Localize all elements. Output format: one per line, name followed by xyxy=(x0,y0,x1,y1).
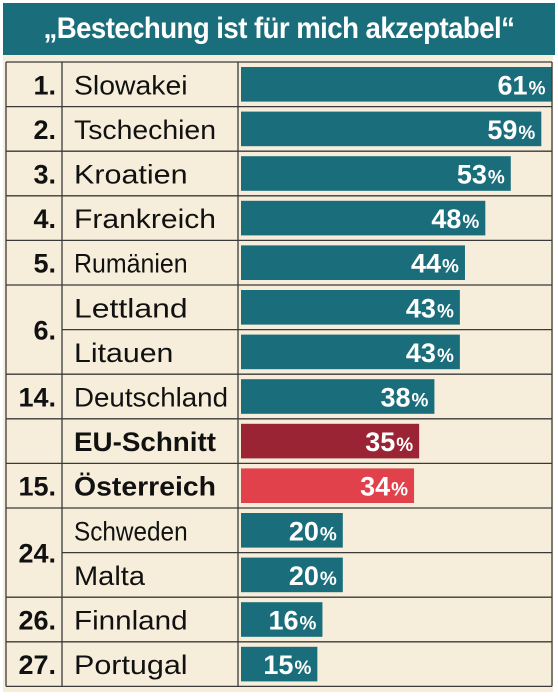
country-label: Finnland xyxy=(74,606,188,636)
bar-value-label: 44% xyxy=(411,249,459,279)
country-label: Tschechien xyxy=(74,115,216,145)
bar-value-label: 43% xyxy=(406,293,454,323)
bar-6 xyxy=(241,290,460,325)
country-label: Schweden xyxy=(74,516,188,546)
country-label: Litauen xyxy=(74,338,173,368)
bar-value-label: 34% xyxy=(360,472,408,502)
bar-value-label: 43% xyxy=(406,338,454,368)
rank-label: 5. xyxy=(33,249,56,279)
country-label: Portugal xyxy=(74,650,188,680)
rank-label: 1. xyxy=(33,70,56,100)
bar-10 xyxy=(241,468,415,503)
bar-value-label: 16% xyxy=(268,606,316,636)
country-label: Lettland xyxy=(74,293,188,323)
bar-9 xyxy=(241,423,420,459)
country-label: Österreich xyxy=(74,472,216,502)
chart-title-bar: „Bestechung ist für mich akzeptabel“ xyxy=(3,3,555,55)
rank-label: 27. xyxy=(18,650,56,680)
bar-value-label: 48% xyxy=(431,204,479,234)
bar-1 xyxy=(241,67,552,102)
bar-value-label: 20% xyxy=(289,561,337,591)
bar-value-label: 59% xyxy=(487,115,535,145)
bar-value-label: 38% xyxy=(380,383,428,413)
rank-label: 24. xyxy=(18,539,56,569)
bar-value-label: 35% xyxy=(365,427,413,457)
country-label: Slowakei xyxy=(74,70,188,100)
bar-13 xyxy=(241,602,323,637)
bar-2 xyxy=(241,111,542,147)
rank-label: 4. xyxy=(33,204,56,234)
bar-value-label: 20% xyxy=(289,516,337,546)
country-label: Rumänien xyxy=(74,249,188,279)
bar-8 xyxy=(241,379,435,414)
country-label: EU-Schnitt xyxy=(74,427,216,457)
country-label: Kroatien xyxy=(74,160,188,190)
chart-title: „Bestechung ist für mich akzeptabel“ xyxy=(43,12,515,45)
rank-label: 26. xyxy=(18,606,56,636)
bar-5 xyxy=(241,245,465,280)
bar-value-label: 53% xyxy=(457,160,505,190)
rank-label: 3. xyxy=(33,160,56,190)
rank-label: 15. xyxy=(18,472,56,502)
bar-7 xyxy=(241,334,460,370)
bar-12 xyxy=(241,557,343,593)
bar-14 xyxy=(241,646,318,682)
rank-label: 14. xyxy=(18,383,56,413)
rank-label: 2. xyxy=(33,115,56,145)
country-label: Malta xyxy=(74,561,146,591)
bar-3 xyxy=(241,156,511,191)
bar-4 xyxy=(241,200,486,236)
bar-11 xyxy=(241,513,343,548)
rank-label: 6. xyxy=(33,316,56,346)
country-label: Deutschland xyxy=(74,383,228,413)
bar-value-label: 15% xyxy=(263,650,311,680)
country-label: Frankreich xyxy=(74,204,216,234)
bar-value-label: 61% xyxy=(498,70,546,100)
